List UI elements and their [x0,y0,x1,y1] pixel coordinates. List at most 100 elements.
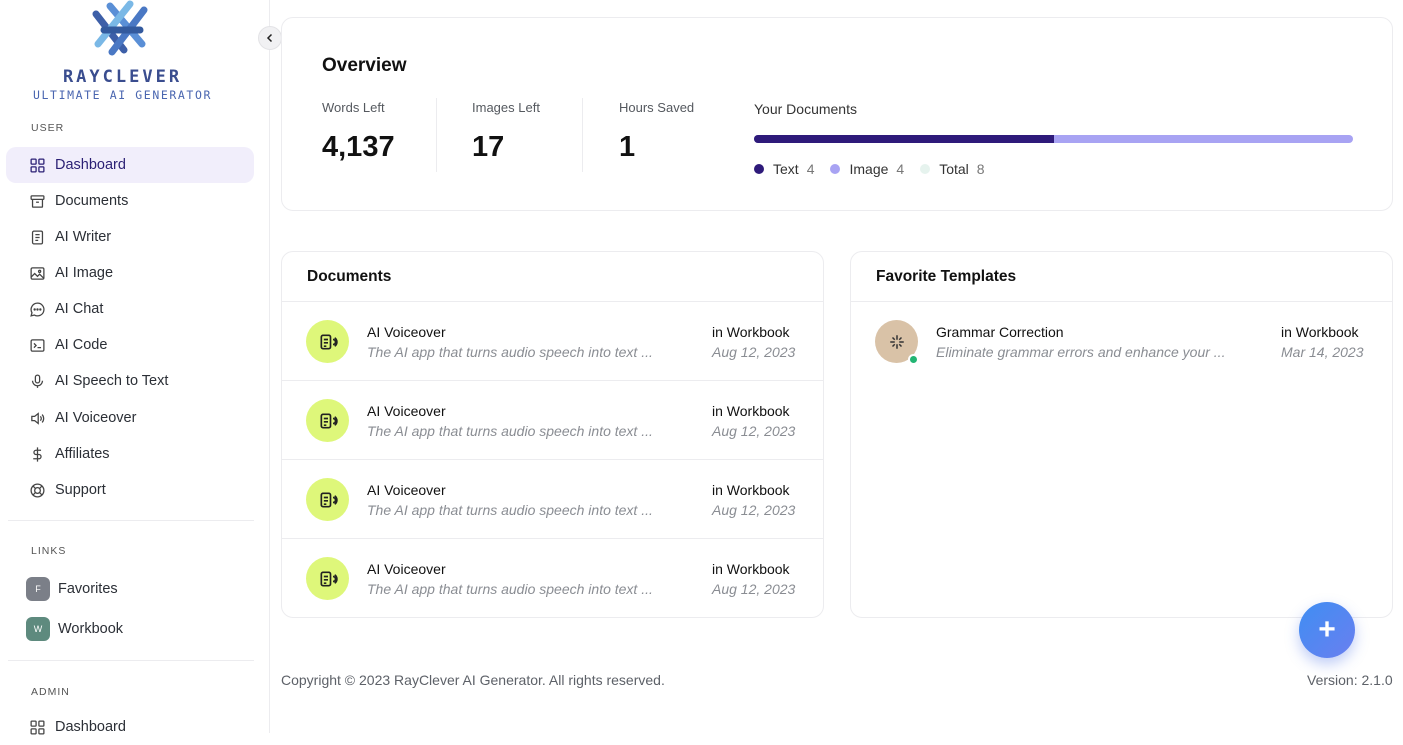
document-avatar [306,320,349,363]
sidebar-item-documents[interactable]: Documents [6,183,254,219]
sidebar-item-label: Dashboard [55,719,126,735]
image-icon [28,264,46,282]
document-location: in Workbook [712,324,790,340]
sidebar-divider [8,520,254,521]
document-row[interactable]: AI Voiceover The AI app that turns audio … [282,460,823,539]
legend-dot [754,164,764,174]
footer-version: Version: 2.1.0 [1307,672,1393,688]
stat-value: 17 [472,131,505,163]
sidebar-link-label: Workbook [58,621,124,637]
logo-knot-icon [92,0,148,56]
document-icon [28,228,46,246]
document-date: Aug 12, 2023 [712,344,796,360]
sidebar-item-label: Support [55,482,106,498]
documents-title: Documents [282,252,823,302]
stat-hours-saved: Hours Saved 1 [619,100,694,174]
document-location: in Workbook [712,403,790,419]
legend-item-image: Image 4 [830,161,904,177]
document-name: AI Voiceover [367,482,446,498]
favorite-templates-title: Favorite Templates [851,252,1392,302]
dollar-icon [28,445,46,463]
sidebar: RAYCLEVER ULTIMATE AI GENERATOR USER Das… [0,0,270,735]
document-avatar [306,478,349,521]
document-row[interactable]: AI Voiceover The AI app that turns audio … [282,302,823,381]
document-date: Aug 12, 2023 [712,423,796,439]
sidebar-item-label: AI Code [55,337,108,353]
sidebar-item-ai-voiceover[interactable]: AI Voiceover [6,400,254,436]
template-description: Eliminate grammar errors and enhance you… [936,344,1226,360]
stat-words-left: Words Left 4,137 [322,100,395,174]
collapse-sidebar-button[interactable] [258,26,282,50]
document-description: The AI app that turns audio speech into … [367,581,653,597]
document-description: The AI app that turns audio speech into … [367,423,653,439]
sidebar-item-dashboard[interactable]: Dashboard [6,147,254,183]
document-name: AI Voiceover [367,561,446,577]
section-label-links: LINKS [31,545,67,557]
sidebar-item-label: Dashboard [55,157,126,173]
section-label-user: USER [31,122,65,134]
template-name: Grammar Correction [936,324,1064,340]
brand-logo[interactable]: RAYCLEVER ULTIMATE AI GENERATOR [0,0,245,110]
documents-card: Documents AI Voiceover The AI app that tu… [281,251,824,618]
speaker-icon [28,409,46,427]
template-date: Mar 14, 2023 [1281,344,1364,360]
legend-count: 4 [896,161,905,177]
sidebar-item-ai-speech-to-text[interactable]: AI Speech to Text [6,363,254,399]
brand-name: RAYCLEVER [62,67,183,87]
sidebar-link-workbook[interactable]: W Workbook [6,611,254,647]
legend-label: Image [849,161,889,177]
document-date: Aug 12, 2023 [712,581,796,597]
sidebar-item-ai-code[interactable]: AI Code [6,327,254,363]
workbook-badge: W [26,617,50,641]
chevron-left-icon [266,33,273,43]
sidebar-item-ai-image[interactable]: AI Image [6,255,254,291]
sparkle-icon [889,334,904,349]
template-location: in Workbook [1281,324,1359,340]
favorites-badge: F [26,577,50,601]
document-row[interactable]: AI Voiceover The AI app that turns audio … [282,381,823,460]
brand-tagline: ULTIMATE AI GENERATOR [33,88,212,102]
voiceover-icon [320,571,338,586]
legend-item-total: Total 8 [920,161,985,177]
online-status-dot [908,354,919,365]
grid-icon [28,156,46,174]
sidebar-item-ai-chat[interactable]: AI Chat [6,291,254,327]
sidebar-link-label: Favorites [58,581,118,597]
voiceover-icon [320,334,338,349]
legend-count: 4 [806,161,815,177]
sidebar-item-ai-writer[interactable]: AI Writer [6,219,254,255]
stat-divider [582,98,583,172]
grid-icon [28,718,46,736]
document-avatar [306,557,349,600]
documents-legend: Text 4 Image 4 Total 8 [754,161,1001,177]
sidebar-item-affiliates[interactable]: Affiliates [6,436,254,472]
sidebar-link-favorites[interactable]: F Favorites [6,571,254,607]
stat-label: Hours Saved [619,100,695,115]
sidebar-item-label: AI Image [55,265,114,281]
legend-item-text: Text 4 [754,161,814,177]
sidebar-item-support[interactable]: Support [6,472,254,508]
sidebar-item-admin-dashboard[interactable]: Dashboard [6,709,254,745]
microphone-icon [28,372,46,390]
lifebuoy-icon [28,481,46,499]
legend-dot [920,164,931,174]
sidebar-item-label: AI Voiceover [55,410,137,426]
favorite-template-row[interactable]: Grammar Correction Eliminate grammar err… [851,302,1392,381]
document-row[interactable]: AI Voiceover The AI app that turns audio … [282,539,823,618]
overview-card: Overview Words Left 4,137 Images Left 17… [281,17,1393,211]
sidebar-item-label: AI Speech to Text [55,373,169,389]
legend-count: 8 [976,161,985,177]
document-name: AI Voiceover [367,324,446,340]
stat-value: 4,137 [322,131,395,163]
document-location: in Workbook [712,561,790,577]
stat-divider [436,98,437,172]
chat-icon [28,300,46,318]
add-button[interactable]: + [1299,602,1355,658]
stat-label: Words Left [322,100,385,115]
overview-title: Overview [322,55,407,76]
documents-progress-fill [754,135,1054,143]
legend-dot [830,164,841,174]
voiceover-icon [320,413,338,428]
section-label-admin: ADMIN [31,686,70,698]
sidebar-item-label: Documents [55,193,129,209]
